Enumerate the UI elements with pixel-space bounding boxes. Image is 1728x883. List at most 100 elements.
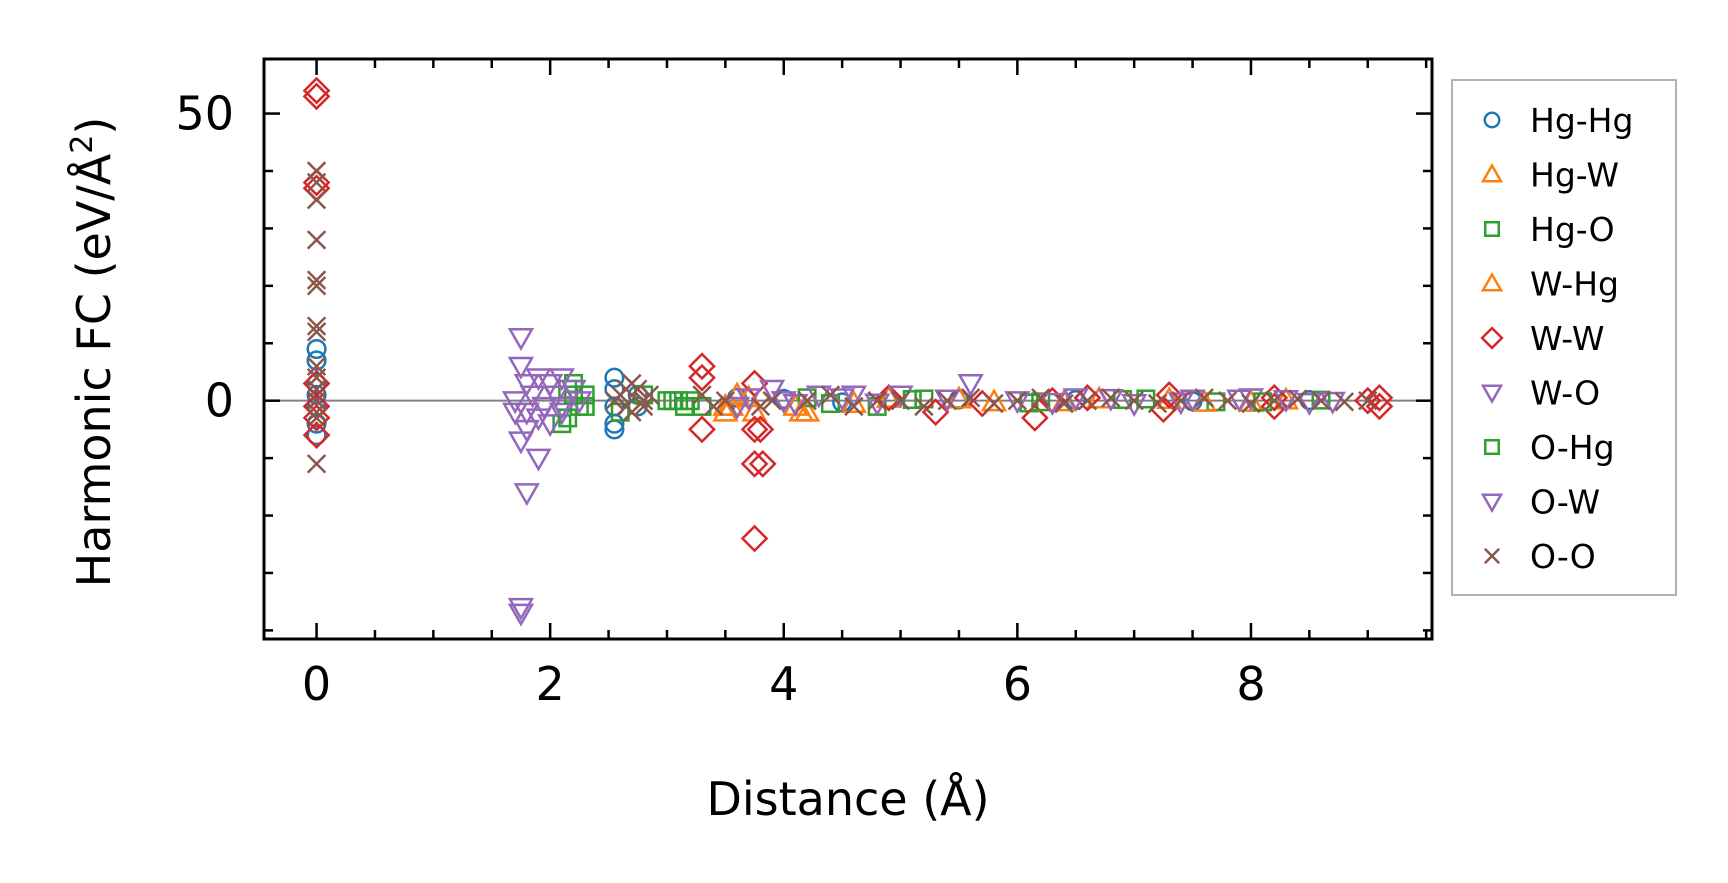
data-point — [1171, 390, 1191, 411]
data-point — [741, 398, 768, 422]
legend-item-w-hg: W-Hg — [1480, 265, 1619, 304]
data-point — [688, 363, 716, 392]
data-point — [1054, 393, 1074, 414]
plot-frame — [262, 57, 1434, 641]
legend-marker — [1484, 439, 1500, 455]
data-point — [797, 390, 817, 411]
legend-item-w-o: W-O — [1480, 374, 1600, 413]
data-point — [302, 404, 331, 432]
data-point — [748, 449, 777, 478]
legend-marker — [1484, 221, 1500, 237]
data-point — [1167, 392, 1195, 416]
data-point — [1311, 390, 1331, 411]
data-point — [674, 396, 694, 416]
data-point — [306, 322, 327, 342]
data-point — [306, 316, 327, 336]
data-point — [1124, 390, 1144, 411]
data-point — [306, 350, 327, 371]
data-point — [1272, 390, 1300, 414]
legend-marker — [1483, 547, 1501, 565]
data-point — [1147, 393, 1168, 414]
data-point — [628, 379, 648, 399]
data-point — [715, 390, 736, 411]
data-point — [740, 369, 769, 398]
x-tick-label: 6 — [1003, 657, 1032, 711]
data-point — [788, 398, 815, 422]
data-point — [537, 373, 564, 397]
data-point — [1365, 383, 1394, 412]
data-point — [507, 603, 535, 627]
x-tick-label: 0 — [302, 657, 331, 711]
data-point — [507, 597, 535, 621]
legend-item-w-w: W-W — [1480, 319, 1605, 358]
legend-label: Hg-O — [1530, 210, 1615, 249]
data-point — [1021, 404, 1049, 432]
y-tick-label: 0 — [205, 374, 234, 428]
data-point — [782, 394, 809, 418]
series-hg-o — [552, 373, 1331, 434]
data-point — [525, 368, 552, 392]
data-point — [921, 398, 950, 427]
data-point — [604, 367, 625, 388]
data-point — [1101, 388, 1121, 408]
data-point — [560, 379, 587, 403]
y-axis-label: Harmonic FC (eV/Å2) — [65, 117, 121, 588]
data-point — [513, 419, 540, 443]
data-point — [957, 373, 984, 397]
legend-label: W-W — [1530, 319, 1605, 358]
data-point — [306, 270, 327, 290]
data-point — [864, 393, 891, 417]
data-point — [688, 352, 716, 381]
legend-label: Hg-W — [1530, 156, 1619, 195]
data-point — [984, 393, 1004, 414]
x-tick-label: 2 — [536, 657, 565, 711]
legend-marker — [1480, 326, 1504, 350]
legend-item-hg-o: Hg-O — [1484, 210, 1615, 249]
series-o-w — [501, 385, 1346, 443]
series-o-o — [306, 161, 1378, 474]
data-point — [1031, 388, 1051, 408]
legend-label: O-W — [1530, 483, 1600, 522]
legend-item-o-w: O-W — [1480, 483, 1600, 522]
data-point — [914, 396, 934, 417]
data-point — [306, 172, 327, 193]
data-point — [306, 230, 327, 250]
data-point — [501, 391, 529, 415]
data-point — [934, 389, 961, 413]
data-point — [604, 413, 625, 434]
data-point — [566, 391, 593, 415]
legend-frame — [1451, 79, 1677, 596]
x-tick-label: 4 — [769, 657, 798, 711]
legend-label: W-Hg — [1530, 265, 1619, 304]
legend-label: W-O — [1530, 374, 1600, 413]
data-point — [1155, 381, 1184, 409]
data-point — [633, 396, 654, 417]
data-point — [537, 414, 564, 438]
legend-item-o-hg: O-Hg — [1484, 428, 1615, 467]
data-point — [1097, 388, 1124, 412]
data-point — [1217, 390, 1238, 411]
data-point — [890, 390, 911, 411]
data-point — [306, 373, 327, 394]
legend-marker — [1480, 162, 1504, 183]
x-tick-label: 8 — [1236, 657, 1265, 711]
data-point — [507, 328, 535, 352]
data-point — [548, 396, 575, 420]
legend-item-hg-w: Hg-W — [1480, 156, 1619, 195]
data-point — [820, 385, 841, 405]
data-point — [610, 402, 630, 422]
data-point — [762, 390, 782, 411]
data-point — [960, 388, 981, 408]
data-point — [306, 276, 327, 296]
data-point — [740, 415, 769, 444]
data-point — [1334, 392, 1355, 412]
data-point — [1226, 389, 1253, 413]
data-point — [306, 413, 327, 434]
data-point — [306, 425, 327, 446]
data-point — [519, 385, 546, 409]
data-point — [306, 190, 327, 210]
data-point — [980, 388, 1008, 412]
data-point — [302, 82, 331, 111]
data-point — [513, 373, 540, 397]
